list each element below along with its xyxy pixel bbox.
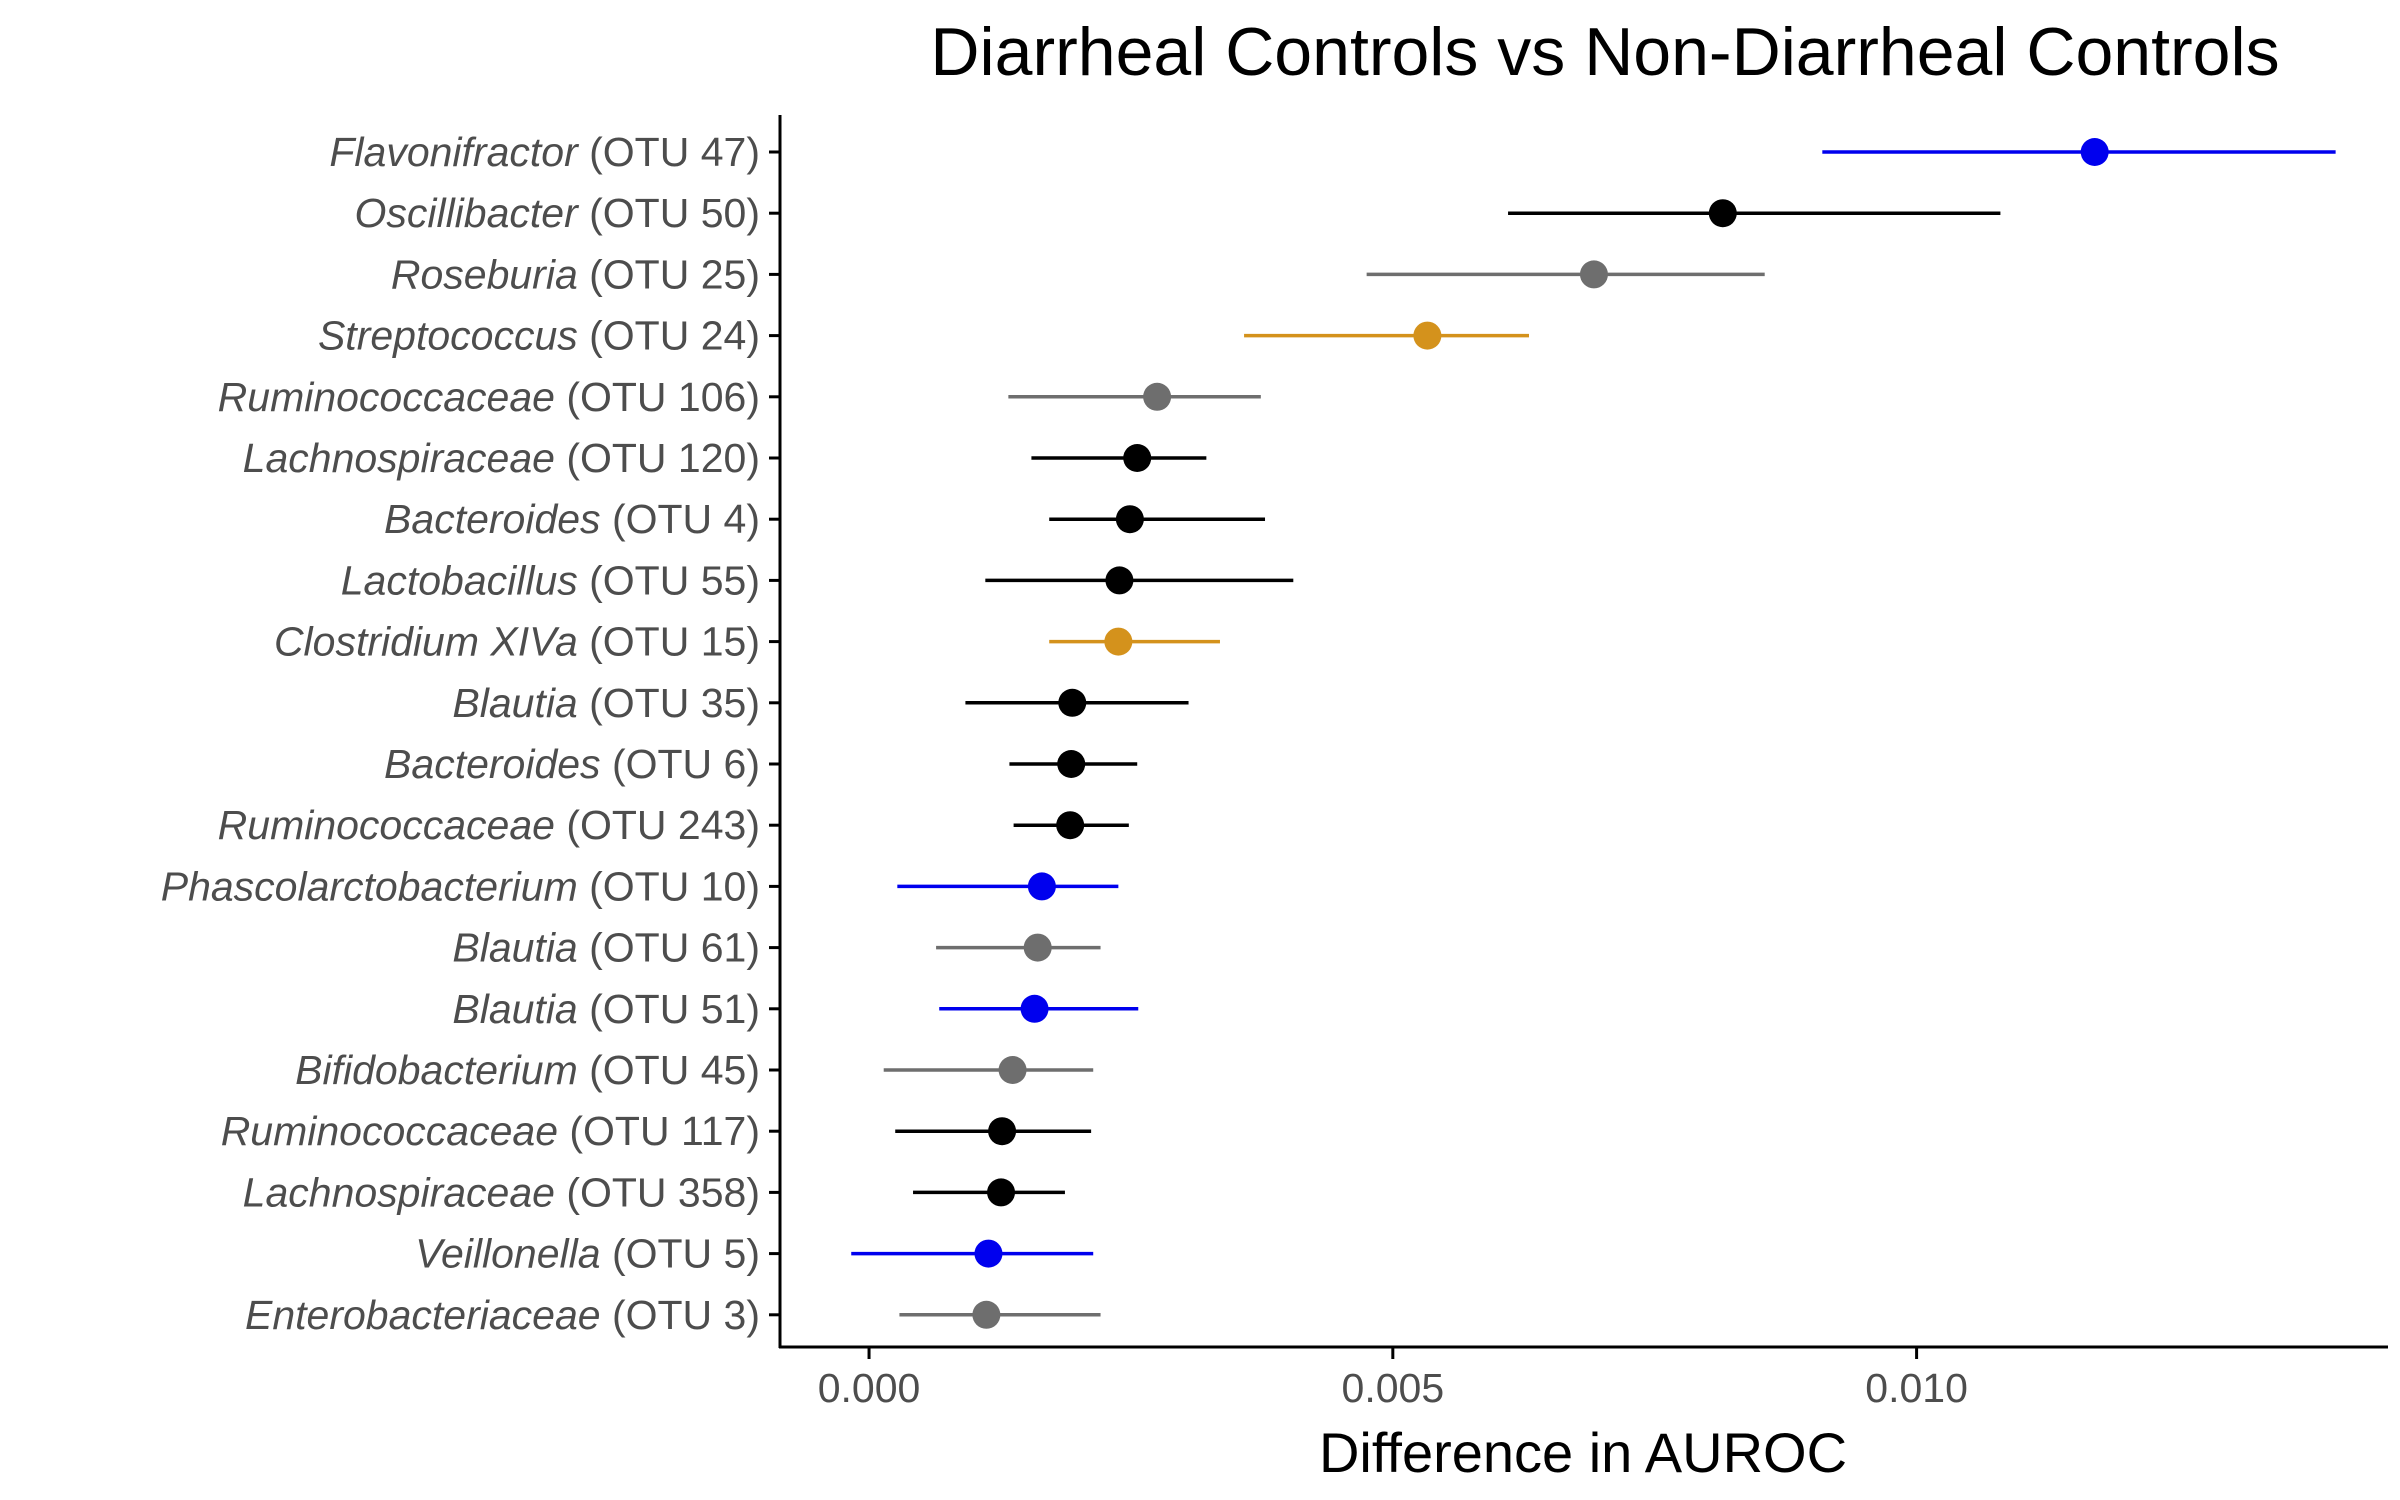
data-point bbox=[1105, 566, 1134, 595]
data-point bbox=[974, 1239, 1003, 1268]
data-point bbox=[988, 1117, 1017, 1146]
y-tick-label-otu: (OTU 35) bbox=[578, 680, 760, 726]
y-tick-label-genus: Lachnospiraceae bbox=[243, 1169, 555, 1215]
y-tick-label-genus: Lactobacillus bbox=[341, 557, 578, 603]
y-tick-label-otu: (OTU 358) bbox=[555, 1169, 760, 1215]
chart-title: Diarrheal Controls vs Non-Diarrheal Cont… bbox=[930, 14, 2279, 90]
y-tick-label: Flavonifractor (OTU 47) bbox=[329, 129, 760, 175]
y-tick-label: Blautia (OTU 51) bbox=[452, 986, 760, 1032]
y-tick-label: Blautia (OTU 35) bbox=[452, 680, 760, 726]
y-tick-label-otu: (OTU 15) bbox=[578, 619, 760, 665]
y-tick-label-otu: (OTU 10) bbox=[578, 863, 760, 909]
y-tick-label: Bacteroides (OTU 6) bbox=[384, 741, 760, 787]
y-tick-label-genus: Ruminococcaceae bbox=[218, 802, 555, 848]
data-point bbox=[1413, 321, 1442, 350]
data-point bbox=[1056, 811, 1085, 840]
y-tick-label: Phascolarctobacterium (OTU 10) bbox=[161, 863, 760, 909]
y-tick-label: Streptococcus (OTU 24) bbox=[318, 313, 760, 359]
data-point bbox=[1104, 627, 1133, 656]
y-tick-label-genus: Phascolarctobacterium bbox=[161, 863, 578, 909]
y-tick-label: Ruminococcaceae (OTU 106) bbox=[218, 374, 760, 420]
data-point bbox=[1027, 872, 1056, 901]
x-tick-label: 0.000 bbox=[818, 1365, 921, 1411]
y-tick-label-otu: (OTU 25) bbox=[578, 251, 760, 297]
y-tick-label-genus: Flavonifractor bbox=[329, 129, 580, 175]
y-tick-label-genus: Bifidobacterium bbox=[295, 1047, 578, 1093]
y-tick-label-otu: (OTU 243) bbox=[555, 802, 760, 848]
data-point bbox=[1579, 260, 1608, 289]
x-tick-label: 0.010 bbox=[1865, 1365, 1968, 1411]
data-point bbox=[1143, 382, 1172, 411]
y-tick-label-otu: (OTU 24) bbox=[578, 313, 760, 359]
x-axis-label: Difference in AUROC bbox=[1319, 1421, 1847, 1484]
data-point bbox=[1057, 750, 1086, 778]
x-tick-label: 0.005 bbox=[1342, 1365, 1445, 1411]
y-tick-label-otu: (OTU 51) bbox=[578, 986, 760, 1032]
y-tick-label: Enterobacteriaceae (OTU 3) bbox=[245, 1292, 760, 1338]
data-point bbox=[987, 1178, 1016, 1207]
y-tick-label-otu: (OTU 4) bbox=[601, 496, 760, 542]
y-tick-label-genus: Bacteroides bbox=[384, 496, 601, 542]
y-tick-label-genus: Roseburia bbox=[391, 251, 578, 297]
y-tick-label-genus: Bacteroides bbox=[384, 741, 601, 787]
data-point bbox=[1115, 505, 1144, 534]
y-tick-label-otu: (OTU 120) bbox=[555, 435, 760, 481]
y-tick-label-genus: Ruminococcaceae bbox=[221, 1108, 558, 1154]
y-tick-label-otu: (OTU 50) bbox=[578, 190, 760, 236]
y-tick-label-genus: Oscillibacter bbox=[354, 190, 580, 236]
y-tick-label: Ruminococcaceae (OTU 243) bbox=[218, 802, 760, 848]
y-tick-label: Veillonella (OTU 5) bbox=[415, 1231, 760, 1277]
y-tick-label-otu: (OTU 3) bbox=[601, 1292, 760, 1338]
y-tick-label-genus: Enterobacteriaceae bbox=[245, 1292, 601, 1338]
y-tick-label: Lachnospiraceae (OTU 358) bbox=[243, 1169, 760, 1215]
y-tick-label: Lachnospiraceae (OTU 120) bbox=[243, 435, 760, 481]
y-tick-label-otu: (OTU 55) bbox=[578, 557, 760, 603]
data-point bbox=[2080, 138, 2109, 166]
y-tick-label: Ruminococcaceae (OTU 117) bbox=[221, 1108, 760, 1154]
y-tick-label-genus: Blautia bbox=[452, 680, 577, 726]
data-point bbox=[1123, 444, 1152, 472]
y-tick-label: Roseburia (OTU 25) bbox=[391, 251, 760, 297]
y-tick-label-otu: (OTU 6) bbox=[601, 741, 760, 787]
y-tick-label-genus: Streptococcus bbox=[318, 313, 578, 359]
y-tick-label-genus: Blautia bbox=[452, 986, 577, 1032]
y-tick-label-genus: Veillonella bbox=[415, 1231, 600, 1277]
y-tick-label-genus: Ruminococcaceae bbox=[218, 374, 555, 420]
y-tick-label: Clostridium XIVa (OTU 15) bbox=[274, 619, 760, 665]
y-tick-label-otu: (OTU 61) bbox=[578, 925, 760, 971]
y-tick-label: Bacteroides (OTU 4) bbox=[384, 496, 760, 542]
y-tick-label-otu: (OTU 117) bbox=[558, 1108, 760, 1154]
y-tick-label-genus: Clostridium XIVa bbox=[274, 619, 578, 665]
plot-area: Flavonifractor (OTU 47) Oscillibacter (OT… bbox=[161, 129, 2336, 1411]
y-tick-label-genus: Lachnospiraceae bbox=[243, 435, 555, 481]
data-point bbox=[1020, 994, 1049, 1023]
y-tick-label: Blautia (OTU 61) bbox=[452, 925, 760, 971]
y-tick-label-genus: Blautia bbox=[452, 925, 577, 971]
y-tick-label: Oscillibacter (OTU 50) bbox=[354, 190, 760, 236]
y-tick-label: Lactobacillus (OTU 55) bbox=[341, 557, 760, 603]
data-point bbox=[1058, 688, 1087, 717]
data-point bbox=[972, 1300, 1001, 1329]
y-tick-label-otu: (OTU 106) bbox=[555, 374, 760, 420]
y-tick-label-otu: (OTU 45) bbox=[578, 1047, 760, 1093]
data-point bbox=[1708, 199, 1737, 228]
data-point bbox=[998, 1056, 1027, 1084]
data-point bbox=[1023, 933, 1052, 962]
y-tick-label-otu: (OTU 47) bbox=[578, 129, 760, 175]
y-tick-label: Bifidobacterium (OTU 45) bbox=[295, 1047, 760, 1093]
y-tick-label-otu: (OTU 5) bbox=[601, 1231, 760, 1277]
